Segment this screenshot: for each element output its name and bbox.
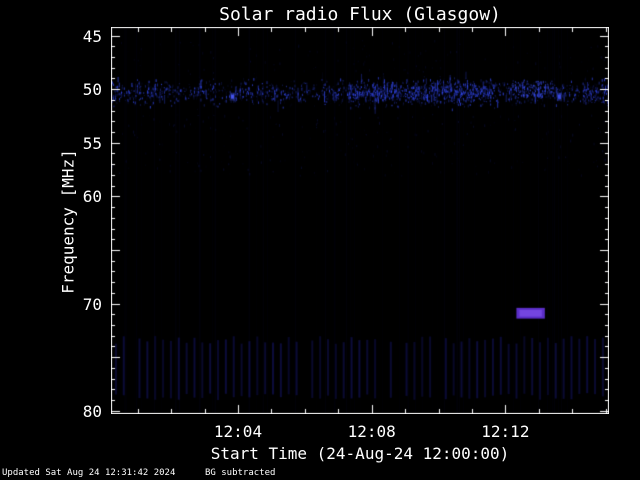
x-axis-label: Start Time (24-Aug-24 12:00:00) [210,444,510,463]
y-tick-label: 80 [82,401,102,421]
x-tick-label: 12:08 [347,422,396,441]
y-tick-label: 70 [82,294,102,314]
footer-note-text: BG subtracted [205,468,276,478]
footer-updated-text: Updated Sat Aug 24 12:31:42 2024 [2,468,176,478]
y-tick-label: 60 [82,187,102,207]
y-tick-label: 55 [82,133,102,153]
x-tick-label: 12:04 [213,422,263,441]
x-tick-label: 12:12 [481,422,530,441]
y-tick-label: 50 [82,80,102,100]
chart-title: Solar radio Flux (Glasgow) [219,4,501,25]
plot-area-canvas [111,27,609,414]
y-tick-label: 45 [82,26,102,46]
